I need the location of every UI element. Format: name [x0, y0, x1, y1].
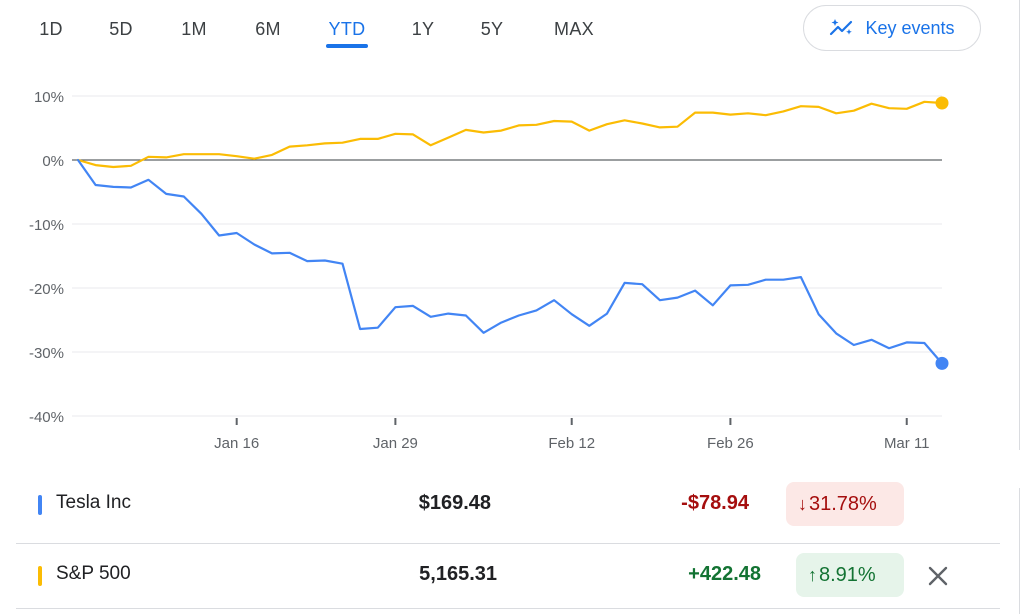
tab-max[interactable]: MAX	[554, 19, 594, 39]
sparkle-chart-icon	[830, 19, 853, 36]
tab-5y[interactable]: 5Y	[480, 19, 504, 39]
x-tick-label: Feb 12	[548, 435, 595, 452]
key-events-label: Key events	[865, 17, 955, 38]
series-line-sp500	[76, 100, 944, 169]
security-change: +422.48	[688, 563, 761, 585]
percent-change-value: 8.91%	[819, 564, 876, 586]
y-tick-label: -10%	[29, 217, 64, 234]
security-row-tesla[interactable]: Tesla Inc $169.48 -$78.94 ↓ 31.78%	[16, 473, 1000, 535]
tab-5d[interactable]: 5D	[109, 19, 133, 39]
range-tabs: 1D 5D 1M 6M YTD 1Y 5Y MAX	[0, 0, 700, 60]
x-tick-label: Mar 11	[884, 435, 930, 452]
close-icon[interactable]	[922, 560, 954, 592]
page-edge	[1016, 0, 1024, 614]
series-swatch-sp500	[38, 566, 42, 586]
y-tick-label: -20%	[29, 281, 64, 298]
series-line-tesla	[76, 158, 944, 365]
y-tick-label: 0%	[42, 153, 64, 170]
x-tick-label: Feb 26	[707, 435, 754, 452]
arrow-up-icon: ↑	[808, 565, 817, 585]
series-end-point-tesla	[935, 356, 949, 370]
security-price: 5,165.31	[419, 563, 497, 585]
percent-change-value: 31.78%	[809, 493, 877, 515]
series-end-point-sp500	[935, 96, 949, 110]
security-price: $169.48	[418, 492, 491, 514]
tab-ytd[interactable]: YTD	[326, 14, 368, 48]
y-tick-label: -40%	[29, 409, 64, 426]
security-change: -$78.94	[681, 492, 749, 514]
key-events-button[interactable]: Key events	[803, 5, 981, 51]
tab-1m[interactable]: 1M	[181, 19, 207, 39]
percent-change-badge: ↑ 8.91%	[796, 553, 904, 597]
percent-change-badge: ↓ 31.78%	[786, 482, 904, 526]
tab-1y[interactable]: 1Y	[411, 19, 435, 39]
security-name: S&P 500	[56, 563, 131, 584]
security-row-sp500[interactable]: S&P 500 5,165.31 +422.48 ↑ 8.91%	[16, 543, 1000, 609]
x-tick-label: Jan 16	[214, 435, 259, 452]
tab-1d[interactable]: 1D	[39, 19, 63, 39]
x-tick-label: Jan 29	[373, 435, 418, 452]
security-name: Tesla Inc	[56, 492, 131, 513]
y-tick-label: 10%	[34, 89, 64, 106]
tab-6m[interactable]: 6M	[255, 19, 281, 39]
series-swatch-tesla	[38, 495, 42, 515]
comparison-line-chart: 10% 0% -10% -20% -30% -40% Jan 16 Jan 29 Feb 12 F…	[29, 89, 949, 452]
y-tick-label: -30%	[29, 345, 64, 362]
arrow-down-icon: ↓	[798, 494, 807, 514]
